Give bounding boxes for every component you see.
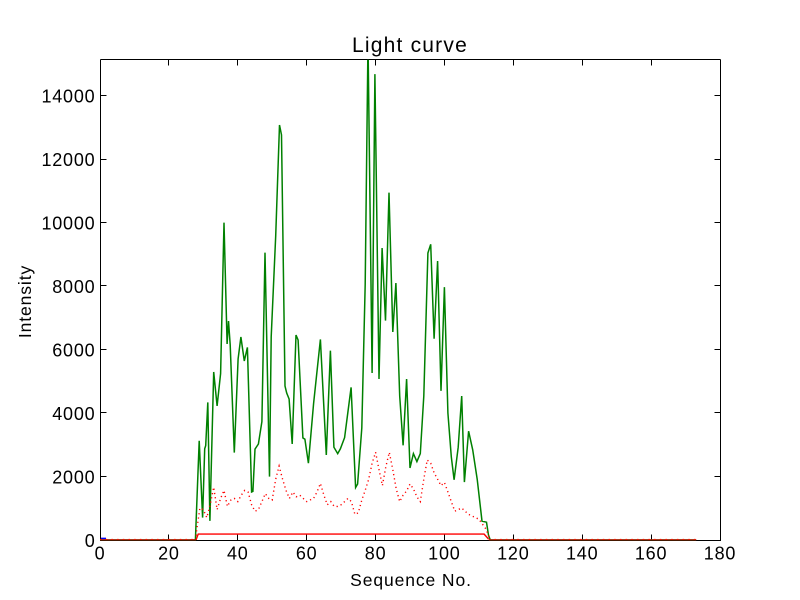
svg-text:Light curve: Light curve — [352, 34, 468, 57]
svg-text:20: 20 — [158, 544, 180, 564]
svg-text:40: 40 — [227, 544, 249, 564]
svg-text:60: 60 — [296, 544, 318, 564]
svg-text:80: 80 — [365, 544, 387, 564]
svg-text:180: 180 — [704, 544, 736, 564]
svg-text:0: 0 — [95, 544, 106, 564]
svg-text:8000: 8000 — [52, 277, 95, 297]
svg-text:160: 160 — [635, 544, 667, 564]
svg-text:120: 120 — [497, 544, 529, 564]
svg-text:4000: 4000 — [52, 404, 95, 424]
svg-text:14000: 14000 — [41, 87, 95, 107]
svg-text:Sequence No.: Sequence No. — [350, 570, 472, 590]
svg-text:140: 140 — [566, 544, 598, 564]
svg-text:100: 100 — [428, 544, 460, 564]
svg-text:Intensity: Intensity — [15, 265, 35, 338]
svg-text:2000: 2000 — [52, 467, 95, 487]
svg-text:12000: 12000 — [41, 150, 95, 170]
svg-text:6000: 6000 — [52, 340, 95, 360]
svg-text:0: 0 — [85, 531, 96, 551]
svg-text:10000: 10000 — [41, 214, 95, 234]
